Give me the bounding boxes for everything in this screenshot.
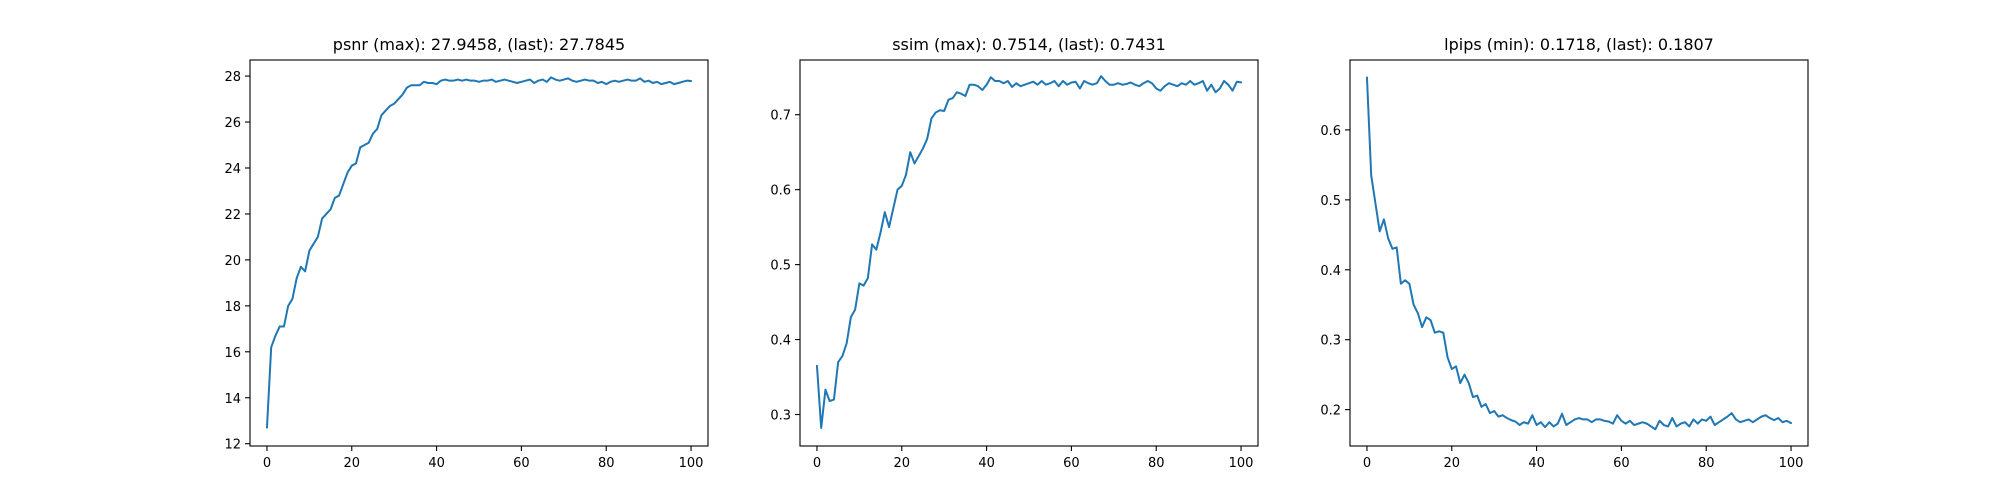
x-tick-label: 20: [344, 456, 361, 471]
chart-title: ssim (max): 0.7514, (last): 0.7431: [892, 35, 1166, 54]
series-line: [815, 75, 1243, 430]
x-tick-label: 0: [813, 456, 821, 471]
series-line: [265, 76, 693, 429]
y-tick-label: 0.3: [1320, 334, 1341, 349]
x-tick-label: 80: [598, 456, 615, 471]
y-tick-label: 20: [224, 254, 241, 269]
x-tick-label: 0: [1363, 456, 1371, 471]
x-tick-label: 20: [894, 456, 911, 471]
y-tick-label: 0.7: [770, 109, 791, 124]
x-tick-label: 80: [1148, 456, 1165, 471]
x-tick-label: 0: [263, 456, 271, 471]
subplot-psnr: psnr (max): 27.9458, (last): 27.7845 0 20 4…: [224, 35, 709, 471]
y-tick-label: 0.4: [1320, 264, 1341, 279]
y-tick-label: 16: [224, 346, 241, 361]
x-tick-label: 100: [1229, 456, 1254, 471]
y-tick-label: 0.6: [770, 184, 791, 199]
y-tick-label: 26: [224, 116, 241, 131]
x-tick-label: 40: [978, 456, 995, 471]
x-tick-label: 100: [679, 456, 704, 471]
y-tick-label: 0.2: [1320, 404, 1341, 419]
x-tick-label: 60: [513, 456, 530, 471]
plot-area: [1349, 59, 1809, 447]
x-tick-label: 100: [1779, 456, 1804, 471]
subplot-lpips: lpips (min): 0.1718, (last): 0.1807 0 20 40…: [1320, 35, 1809, 471]
x-tick-label: 40: [428, 456, 445, 471]
y-tick-label: 24: [224, 162, 241, 177]
y-tick-label: 28: [224, 70, 241, 85]
x-tick-label: 80: [1698, 456, 1715, 471]
y-tick-label: 0.5: [1320, 194, 1341, 209]
series-line: [1365, 76, 1793, 431]
y-tick-label: 18: [224, 300, 241, 315]
y-tick-label: 12: [224, 438, 241, 453]
x-tick-label: 40: [1528, 456, 1545, 471]
plot-area: [799, 59, 1259, 447]
y-tick-label: 0.6: [1320, 124, 1341, 139]
y-tick-label: 14: [224, 392, 241, 407]
chart-title: psnr (max): 27.9458, (last): 27.7845: [333, 35, 625, 54]
plot-area: [249, 59, 709, 447]
y-tick-label: 0.5: [770, 259, 791, 274]
x-tick-label: 60: [1613, 456, 1630, 471]
chart-title: lpips (min): 0.1718, (last): 0.1807: [1444, 35, 1714, 54]
y-tick-label: 0.3: [770, 409, 791, 424]
y-tick-label: 22: [224, 208, 241, 223]
subplot-ssim: ssim (max): 0.7514, (last): 0.7431 0 20 40 6…: [770, 35, 1259, 471]
x-tick-label: 60: [1063, 456, 1080, 471]
x-tick-label: 20: [1444, 456, 1461, 471]
y-tick-label: 0.4: [770, 334, 791, 349]
